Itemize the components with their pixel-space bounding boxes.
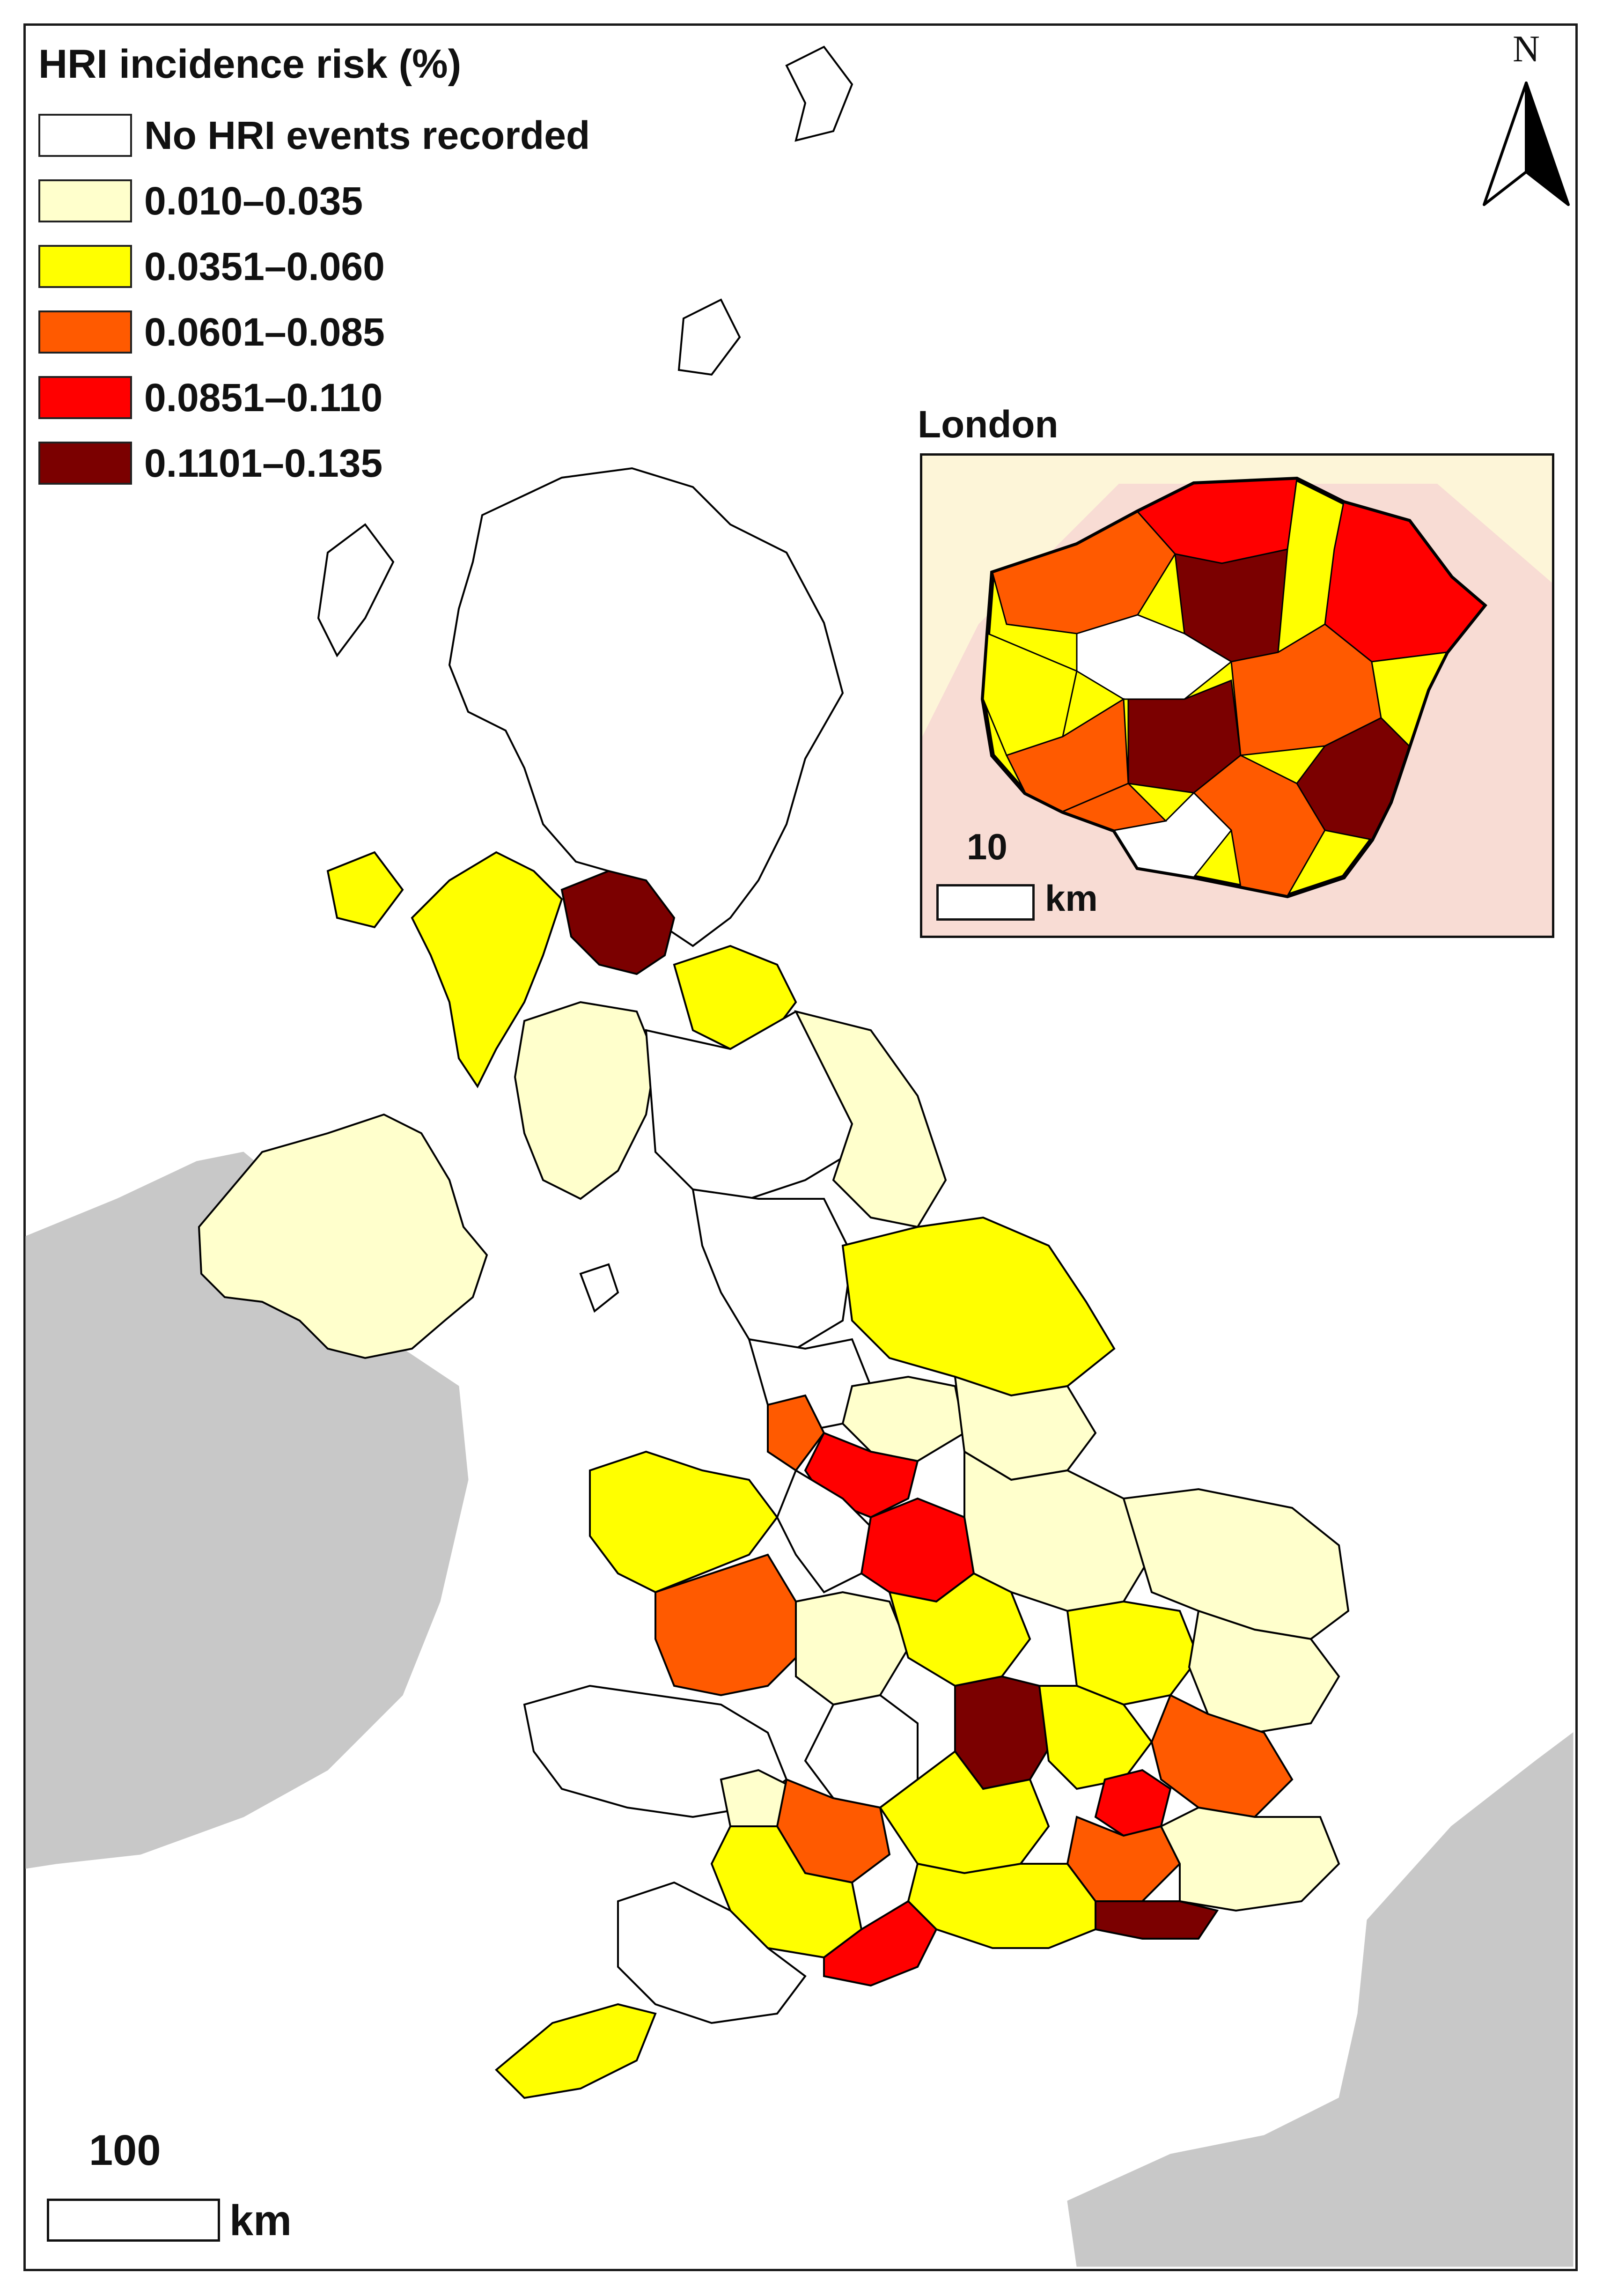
merseyside-region	[767, 1394, 825, 1472]
legend-label: 0.1101–0.135	[144, 441, 383, 485]
inset-borough-croydon	[1192, 754, 1326, 897]
north-wales-region	[589, 1450, 779, 1594]
hertfordshire-region	[1038, 1685, 1153, 1790]
legend: HRI incidence risk (%) No HRI events rec…	[38, 41, 590, 496]
staffordshire-region	[888, 1572, 1031, 1687]
london-inset: 10 km	[920, 453, 1554, 938]
legend-swatch-class-2	[38, 245, 132, 288]
west-yorkshire-region	[841, 1375, 966, 1462]
continent-landmass	[1067, 1732, 1574, 2267]
inset-borough-harrow	[992, 511, 1176, 635]
north-arrow: N	[1475, 28, 1578, 212]
legend-row: No HRI events recorded	[38, 103, 590, 168]
orkney-islands	[785, 45, 853, 142]
main-scale-unit: km	[229, 2197, 292, 2244]
legend-swatch-class-3	[38, 310, 132, 354]
cumbria-region	[691, 1188, 853, 1350]
legend-title: HRI incidence risk (%)	[38, 42, 462, 87]
legend-swatch-class-4	[38, 376, 132, 419]
legend-label: 0.0601–0.085	[144, 310, 385, 354]
legend-row: 0.0351–0.060	[38, 234, 590, 299]
legend-row: 0.010–0.035	[38, 168, 590, 234]
legend-label: No HRI events recorded	[144, 113, 590, 157]
mid-wales-region	[654, 1553, 797, 1697]
legend-label: 0.0351–0.060	[144, 244, 385, 288]
legend-swatch-class-5	[38, 442, 132, 485]
legend-row: 0.0851–0.110	[38, 365, 590, 430]
northern-ireland	[198, 1113, 488, 1359]
legend-swatch-class-1	[38, 179, 132, 222]
suffolk-region	[1188, 1609, 1340, 1734]
legend-row: 0.0601–0.085	[38, 299, 590, 365]
inset-scale-bar	[936, 884, 1035, 921]
isle-of-man	[579, 1263, 619, 1313]
worcestershire-region	[804, 1694, 919, 1809]
inset-borough-richmond	[1060, 783, 1168, 831]
inset-title: London	[918, 403, 1059, 446]
devon-region	[617, 1881, 807, 2024]
inset-borough-bexley	[1371, 651, 1448, 747]
cheshire-region	[776, 1469, 872, 1594]
argyll-region	[411, 851, 563, 1088]
stirling-region	[560, 870, 676, 975]
islay-jura	[326, 851, 404, 929]
inset-borough-westminster	[1076, 614, 1233, 700]
legend-label: 0.010–0.035	[144, 178, 363, 223]
inset-scale-value: 10	[967, 826, 1007, 867]
scotland-highlands	[448, 467, 844, 947]
sussex-region	[1095, 1900, 1219, 1940]
dorset-region	[823, 1900, 938, 1987]
western-isles	[317, 523, 395, 657]
north-label: N	[1513, 29, 1540, 70]
shetland-islands	[677, 298, 741, 376]
norfolk-region	[1122, 1488, 1350, 1640]
legend-label: 0.0851–0.110	[144, 375, 383, 420]
inset-scale-unit: km	[1045, 878, 1098, 919]
north-yorkshire-region	[841, 1216, 1116, 1397]
cornwall-region	[495, 2003, 657, 2099]
kent-region	[1160, 1806, 1340, 1912]
london-inset-map	[922, 456, 1552, 936]
north-arrow-icon	[1483, 81, 1570, 206]
legend-row: 0.1101–0.135	[38, 430, 590, 496]
ayrshire-region	[514, 1001, 657, 1200]
hampshire-region	[907, 1862, 1096, 1949]
main-scale-value: 100	[89, 2126, 161, 2174]
shropshire-region	[795, 1591, 910, 1706]
legend-swatch-none	[38, 114, 132, 157]
main-scale-bar	[47, 2199, 220, 2242]
